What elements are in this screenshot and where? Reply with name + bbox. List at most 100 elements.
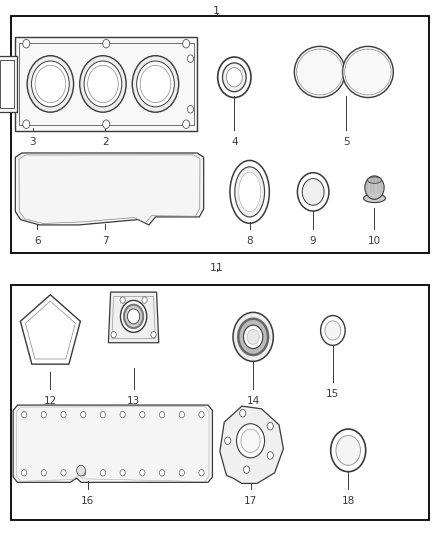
Circle shape: [84, 61, 122, 107]
Text: 1: 1: [213, 6, 220, 17]
Circle shape: [21, 470, 27, 476]
Circle shape: [179, 470, 184, 476]
Circle shape: [120, 470, 125, 476]
Text: 2: 2: [102, 137, 109, 147]
Circle shape: [137, 61, 174, 107]
Circle shape: [61, 411, 66, 418]
Text: 3: 3: [29, 137, 36, 147]
Circle shape: [140, 66, 171, 102]
Circle shape: [124, 305, 143, 328]
Circle shape: [35, 66, 66, 102]
Bar: [0, 56, 17, 112]
FancyBboxPatch shape: [15, 37, 197, 131]
Text: 13: 13: [127, 396, 140, 406]
Circle shape: [267, 422, 273, 430]
Circle shape: [80, 55, 126, 112]
Ellipse shape: [367, 177, 381, 183]
Bar: [0, 60, 14, 108]
Polygon shape: [21, 295, 80, 364]
Text: 9: 9: [310, 236, 317, 246]
Text: 8: 8: [246, 236, 253, 246]
Circle shape: [88, 66, 118, 102]
Circle shape: [226, 68, 242, 87]
Circle shape: [331, 429, 366, 472]
Text: 6: 6: [34, 236, 41, 246]
Ellipse shape: [230, 160, 269, 223]
Text: 18: 18: [342, 496, 355, 506]
Circle shape: [77, 465, 85, 476]
Circle shape: [183, 120, 190, 128]
Circle shape: [237, 424, 265, 458]
Text: 10: 10: [368, 236, 381, 246]
Circle shape: [21, 411, 27, 418]
Polygon shape: [109, 292, 159, 343]
Circle shape: [187, 55, 194, 62]
Circle shape: [244, 466, 250, 473]
Bar: [11, 285, 429, 520]
Text: 12: 12: [44, 396, 57, 406]
Circle shape: [187, 106, 194, 113]
Circle shape: [120, 301, 147, 333]
Polygon shape: [13, 405, 212, 482]
Circle shape: [32, 61, 69, 107]
Circle shape: [241, 429, 260, 453]
Ellipse shape: [294, 46, 345, 98]
Circle shape: [142, 297, 147, 303]
Circle shape: [267, 452, 273, 459]
Polygon shape: [15, 153, 204, 225]
Circle shape: [321, 316, 345, 345]
Ellipse shape: [235, 167, 265, 217]
Circle shape: [102, 120, 110, 128]
Circle shape: [41, 470, 46, 476]
Circle shape: [140, 411, 145, 418]
Circle shape: [238, 319, 268, 355]
Circle shape: [81, 411, 86, 418]
Circle shape: [100, 470, 106, 476]
Circle shape: [23, 120, 30, 128]
Circle shape: [325, 321, 341, 340]
Text: 11: 11: [210, 263, 224, 273]
Circle shape: [27, 55, 74, 112]
Circle shape: [297, 173, 329, 211]
Circle shape: [244, 325, 263, 349]
Circle shape: [61, 470, 66, 476]
Circle shape: [100, 411, 106, 418]
Text: 17: 17: [244, 496, 257, 506]
Circle shape: [247, 329, 259, 344]
Circle shape: [233, 312, 273, 361]
Circle shape: [140, 470, 145, 476]
Text: 4: 4: [231, 137, 238, 147]
Text: 14: 14: [247, 396, 260, 406]
Text: 15: 15: [326, 389, 339, 399]
Circle shape: [199, 470, 204, 476]
Circle shape: [225, 437, 231, 445]
Circle shape: [336, 435, 360, 465]
Circle shape: [240, 409, 246, 417]
Text: 16: 16: [81, 496, 94, 506]
Circle shape: [127, 309, 140, 324]
Circle shape: [159, 470, 165, 476]
Circle shape: [23, 39, 30, 48]
Circle shape: [111, 332, 117, 338]
Circle shape: [41, 411, 46, 418]
Circle shape: [102, 39, 110, 48]
Circle shape: [120, 411, 125, 418]
Circle shape: [365, 176, 384, 199]
Ellipse shape: [239, 172, 261, 212]
Circle shape: [223, 63, 246, 92]
Text: 5: 5: [343, 137, 350, 147]
Circle shape: [179, 411, 184, 418]
Circle shape: [132, 55, 179, 112]
Circle shape: [218, 57, 251, 98]
Circle shape: [302, 179, 324, 205]
Ellipse shape: [343, 46, 393, 98]
Circle shape: [81, 470, 86, 476]
Text: 7: 7: [102, 236, 109, 246]
Circle shape: [151, 332, 156, 338]
Circle shape: [199, 411, 204, 418]
Bar: [11, 16, 429, 253]
Ellipse shape: [364, 194, 385, 203]
Circle shape: [120, 297, 125, 303]
Polygon shape: [220, 406, 283, 483]
Circle shape: [159, 411, 165, 418]
